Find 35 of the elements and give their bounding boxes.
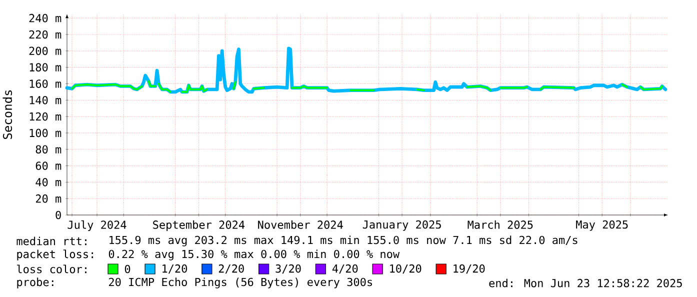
legend-label: 19/20 [454, 264, 485, 274]
legend-label: 0 [124, 264, 130, 274]
legend-label: 1/20 [162, 264, 187, 274]
text: median rtt: [16, 236, 86, 246]
x-tick-label: November 2024 [258, 220, 343, 229]
y-tick-label: 140 m [30, 96, 62, 104]
y-tick-label: 100 m [30, 128, 62, 138]
y-tick-label: 200 m [29, 46, 62, 56]
text: 0.22 % avg 15.30 % max 0.00 % min 0.00 % now [108, 250, 400, 260]
y-tick-label: 180 m [30, 63, 62, 72]
text: packet loss: [17, 250, 94, 260]
y-tick-label: 0 [56, 210, 61, 220]
y-tick-label: 20 m [36, 194, 62, 203]
legend-label: 4/20 [332, 264, 358, 274]
x-tick-label: July 2024 [68, 220, 126, 232]
y-tick-label: 80 m [36, 145, 62, 154]
legend-title: loss color: [17, 264, 86, 274]
text: end: Mon Jun 23 12:58:22 2025 [489, 278, 682, 288]
y-tick-label: 160 m [30, 80, 62, 88]
legend-label: 3/20 [276, 264, 301, 274]
x-tick-label: May 2025 [576, 220, 628, 231]
text: 20 ICMP Echo Pings (56 Bytes) every 300s [109, 278, 372, 288]
y-tick-label: 120 m [30, 112, 62, 121]
x-tick-label: March 2025 [468, 220, 533, 229]
text: probe: [17, 278, 54, 288]
text: 155.9 ms avg 203.2 ms max 149.1 ms min 155.0 ms now 7.1 ms sd 22.0 am/s [110, 236, 578, 246]
y-tick-label: 60 m [36, 162, 62, 170]
y-tick-label: 40 m [36, 178, 62, 186]
x-tick-label: September 2024 [153, 220, 245, 231]
x-tick-label: January 2025 [362, 220, 441, 231]
legend-label: 2/20 [218, 264, 244, 274]
y-tick-label: 240 m [29, 14, 62, 22]
y-tick-label: 220 m [29, 30, 62, 39]
y-axis-title: Seconds [2, 90, 12, 139]
legend-label: 10/20 [390, 264, 422, 274]
